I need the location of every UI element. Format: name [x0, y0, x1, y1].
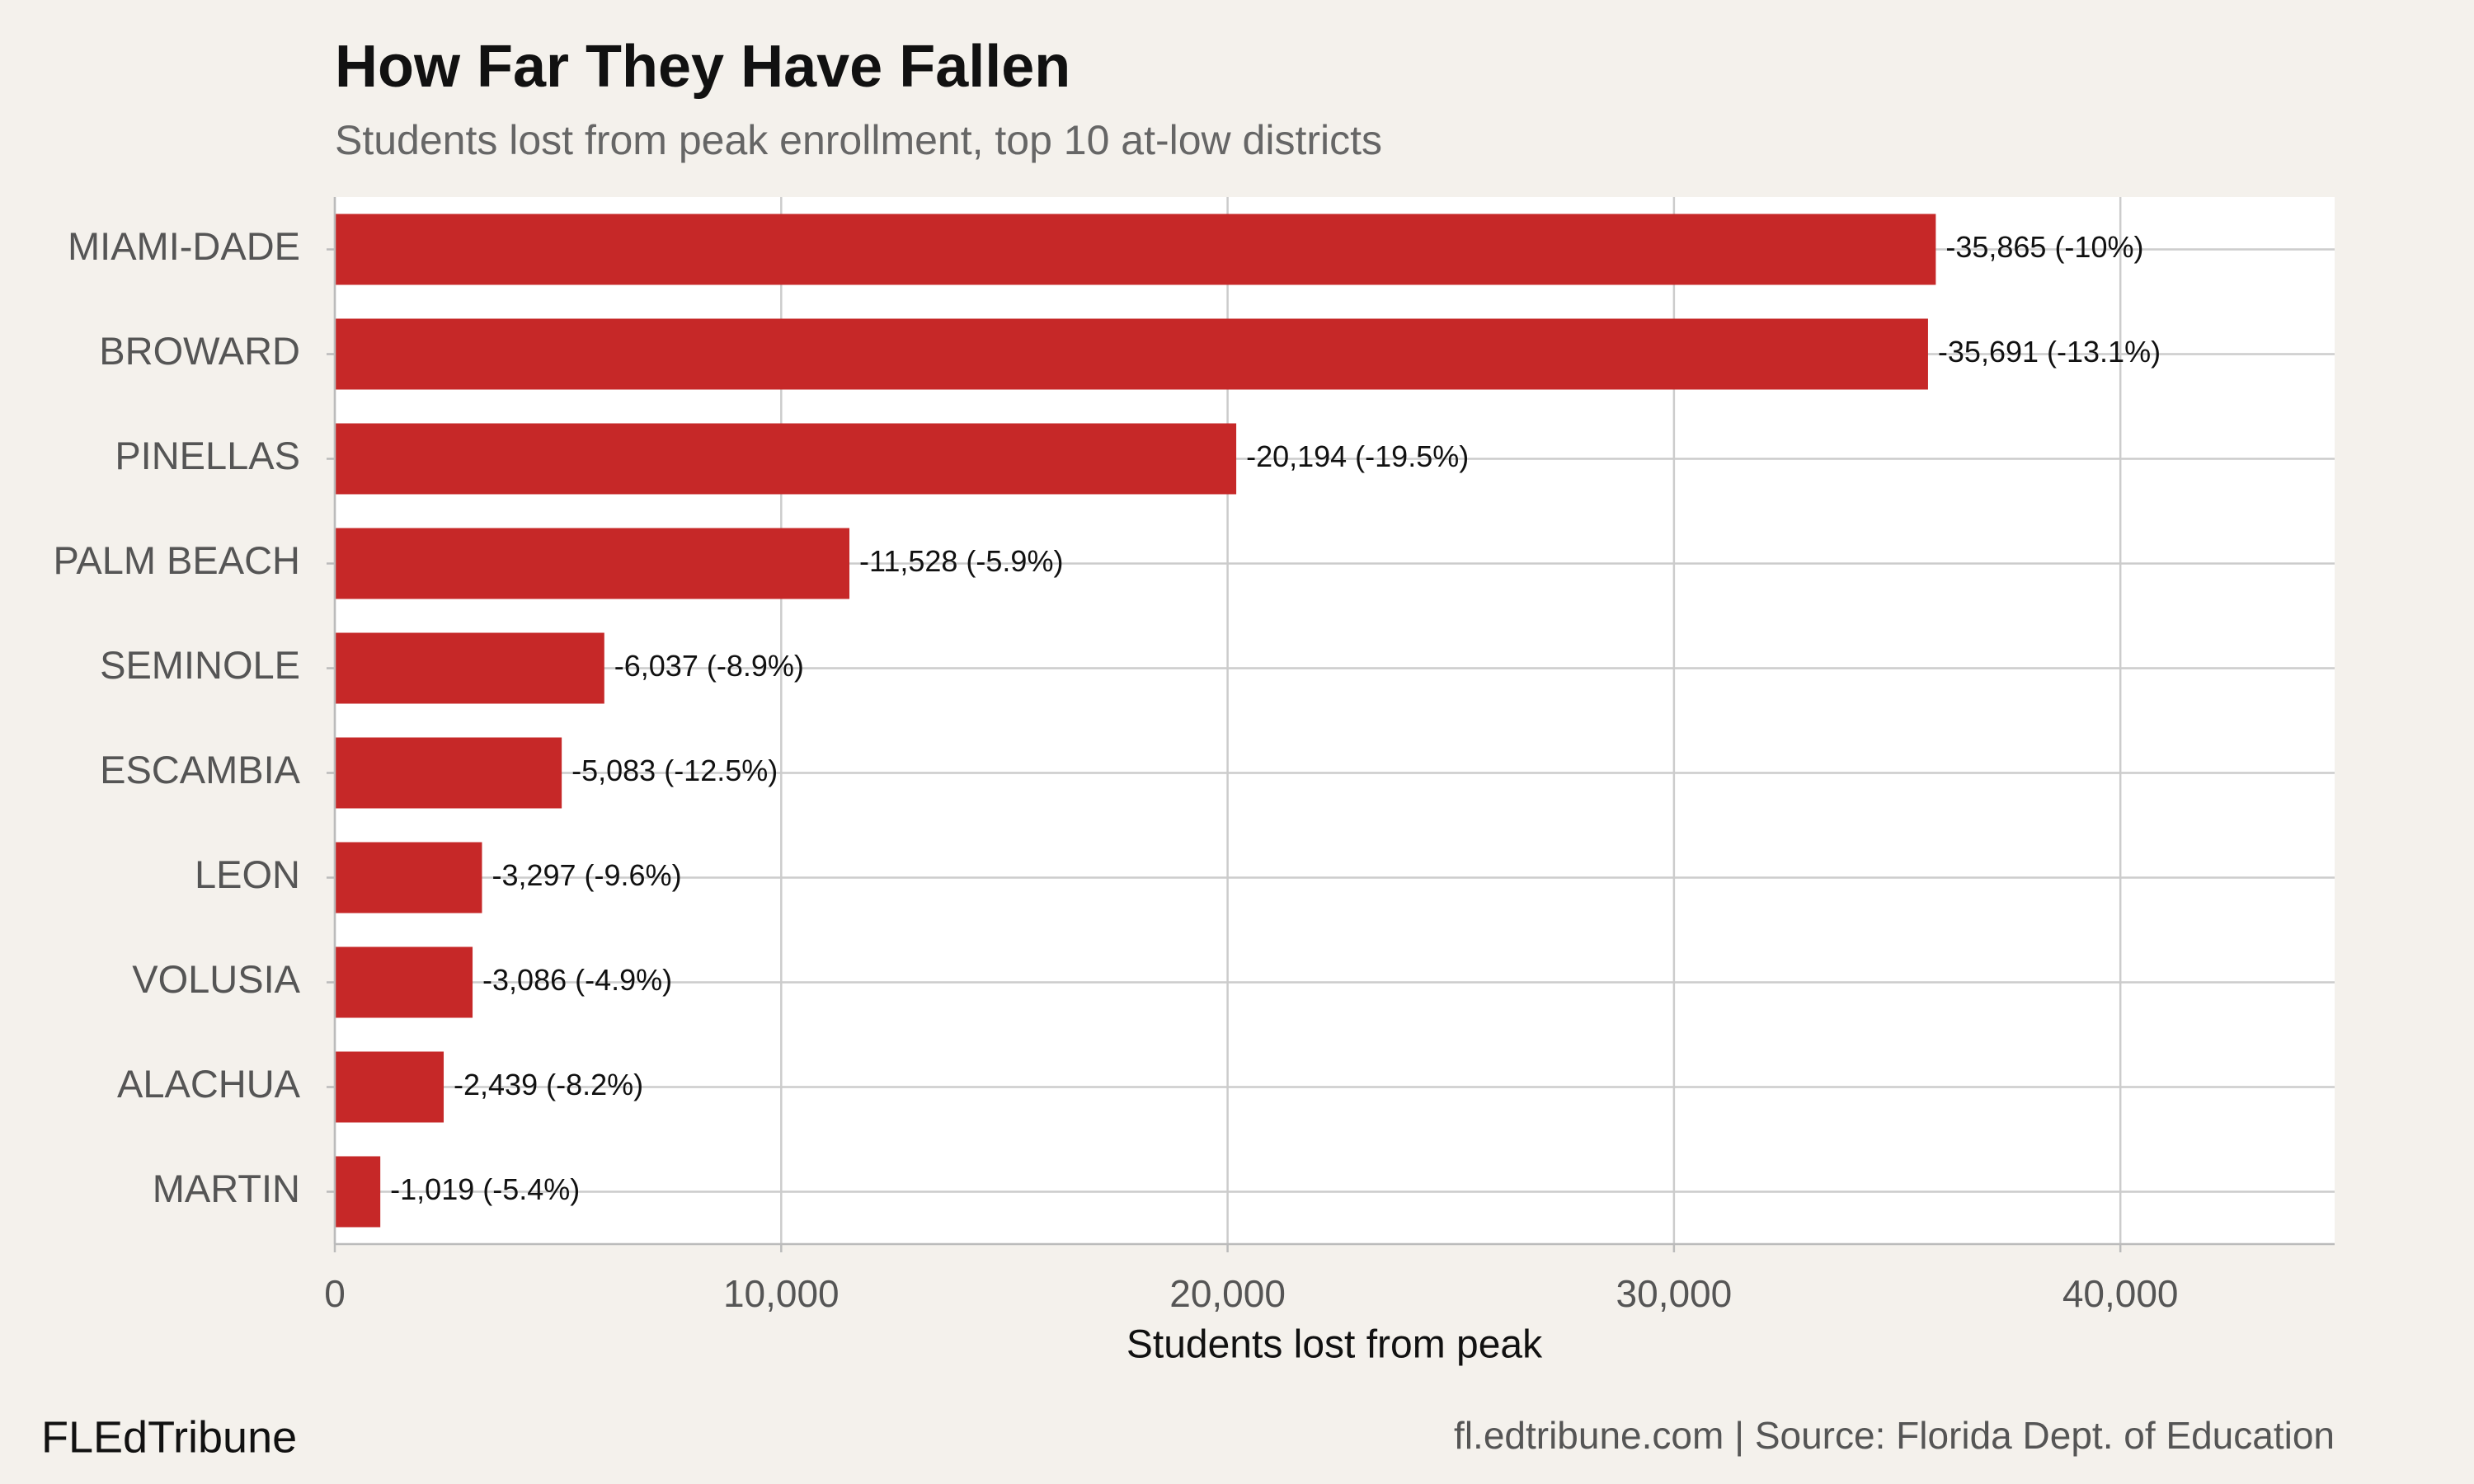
- x-axis-title: Students lost from peak: [1126, 1323, 1543, 1367]
- value-label: -2,439 (-8.2%): [454, 1068, 643, 1101]
- brand: FLEdTribune: [41, 1412, 297, 1462]
- x-tick-label: 30,000: [1616, 1272, 1733, 1315]
- y-tick-label: PINELLAS: [115, 434, 300, 477]
- bar: [335, 842, 482, 913]
- value-label: -3,086 (-4.9%): [482, 963, 672, 997]
- x-tick-label: 10,000: [723, 1272, 840, 1315]
- value-label: -11,528 (-5.9%): [859, 544, 1063, 578]
- value-label: -6,037 (-8.9%): [614, 649, 804, 683]
- value-label: -35,865 (-10%): [1945, 230, 2143, 264]
- bar: [335, 1156, 381, 1228]
- bar: [335, 737, 562, 809]
- x-tick-label: 20,000: [1169, 1272, 1286, 1315]
- x-tick-label: 0: [324, 1272, 346, 1315]
- y-tick-label: PALM BEACH: [54, 538, 301, 582]
- value-label: -5,083 (-12.5%): [571, 754, 778, 787]
- y-tick-label: SEMINOLE: [100, 643, 300, 687]
- y-tick-label: MARTIN: [153, 1167, 300, 1210]
- bar: [335, 214, 1936, 285]
- bar: [335, 528, 850, 599]
- chart-title: How Far They Have Fallen: [335, 34, 1070, 100]
- y-tick-label: LEON: [195, 852, 300, 896]
- bar: [335, 946, 473, 1018]
- caption: fl.edtribune.com | Source: Florida Dept.…: [1454, 1414, 2335, 1457]
- y-tick-label: VOLUSIA: [132, 957, 300, 1001]
- y-tick-label: ESCAMBIA: [100, 748, 301, 791]
- value-label: -20,194 (-19.5%): [1246, 439, 1469, 473]
- bar: [335, 423, 1237, 495]
- bar: [335, 318, 1928, 390]
- y-tick-label: ALACHUA: [117, 1062, 301, 1106]
- y-tick-label: BROWARD: [99, 329, 300, 373]
- chart-subtitle: Students lost from peak enrollment, top …: [335, 117, 1382, 163]
- bar: [335, 1051, 444, 1123]
- value-label: -35,691 (-13.1%): [1938, 335, 2161, 369]
- value-label: -1,019 (-5.4%): [390, 1172, 580, 1206]
- x-tick-label: 40,000: [2062, 1272, 2179, 1315]
- y-tick-label: MIAMI-DADE: [68, 224, 300, 268]
- value-label: -3,297 (-9.6%): [492, 858, 681, 892]
- bar: [335, 632, 604, 704]
